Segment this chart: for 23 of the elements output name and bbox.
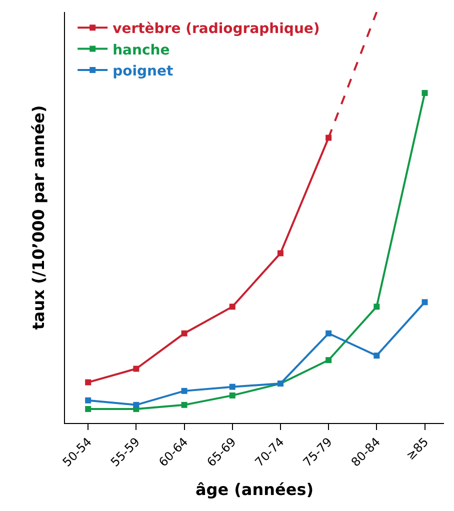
point bbox=[374, 352, 380, 359]
point bbox=[133, 402, 140, 408]
point bbox=[85, 379, 92, 386]
point bbox=[181, 388, 188, 394]
point bbox=[326, 357, 332, 364]
point bbox=[85, 397, 92, 404]
point bbox=[181, 330, 188, 336]
point bbox=[229, 384, 236, 390]
legend-label: hanche bbox=[112, 42, 170, 58]
point bbox=[229, 304, 236, 310]
y-axis-title: taux (/10’000 par année) bbox=[28, 105, 48, 330]
point bbox=[181, 402, 188, 408]
point bbox=[277, 250, 284, 256]
point bbox=[422, 90, 428, 96]
point bbox=[374, 304, 380, 310]
point bbox=[422, 299, 428, 306]
x-axis-title: âge (années) bbox=[195, 480, 314, 500]
point bbox=[229, 392, 236, 398]
point bbox=[85, 406, 92, 412]
legend-label: vertèbre (radiographique) bbox=[112, 21, 320, 38]
point bbox=[133, 366, 140, 372]
point bbox=[326, 330, 332, 336]
legend-label: poignet bbox=[112, 63, 174, 80]
